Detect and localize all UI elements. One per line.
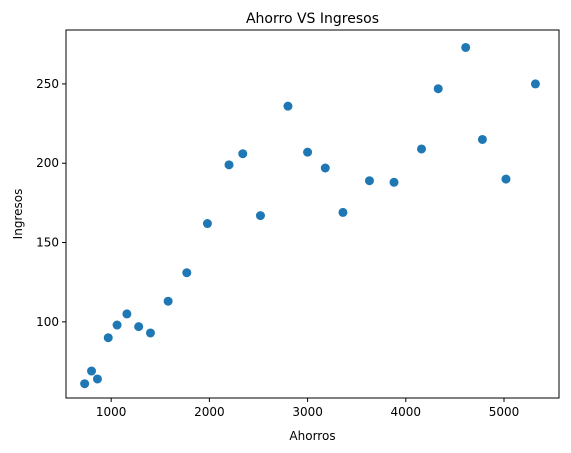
data-point-18 — [338, 208, 347, 217]
y-axis-label: Ingresos — [11, 189, 25, 240]
data-point-7 — [134, 322, 143, 331]
data-point-3 — [93, 374, 102, 383]
data-point-9 — [164, 297, 173, 306]
data-point-16 — [303, 148, 312, 157]
data-point-21 — [417, 144, 426, 153]
data-point-23 — [461, 43, 470, 52]
data-point-2 — [87, 367, 96, 376]
x-tick-label-1: 1000 — [96, 405, 127, 419]
data-point-22 — [434, 84, 443, 93]
data-point-19 — [365, 176, 374, 185]
x-tick-label-4: 4000 — [391, 405, 422, 419]
data-point-24 — [478, 135, 487, 144]
data-point-5 — [113, 321, 122, 330]
x-axis-label: Ahorros — [289, 429, 335, 443]
data-point-13 — [238, 149, 247, 158]
y-tick-label-4: 250 — [36, 77, 59, 91]
data-point-20 — [390, 178, 399, 187]
data-point-17 — [321, 164, 330, 173]
data-point-1 — [80, 379, 89, 388]
data-point-4 — [104, 333, 113, 342]
y-tick-label-3: 200 — [36, 156, 59, 170]
data-point-10 — [182, 268, 191, 277]
data-point-8 — [146, 328, 155, 337]
x-tick-label-2: 2000 — [194, 405, 225, 419]
data-point-15 — [283, 102, 292, 111]
y-tick-label-1: 100 — [36, 315, 59, 329]
data-point-11 — [203, 219, 212, 228]
data-point-12 — [225, 160, 234, 169]
chart-title: Ahorro VS Ingresos — [246, 11, 379, 27]
data-point-25 — [501, 175, 510, 184]
x-tick-label-3: 3000 — [292, 405, 323, 419]
data-point-26 — [531, 79, 540, 88]
x-tick-label-5: 5000 — [489, 405, 520, 419]
data-point-14 — [256, 211, 265, 220]
data-point-6 — [122, 309, 131, 318]
y-tick-label-2: 150 — [36, 236, 59, 250]
